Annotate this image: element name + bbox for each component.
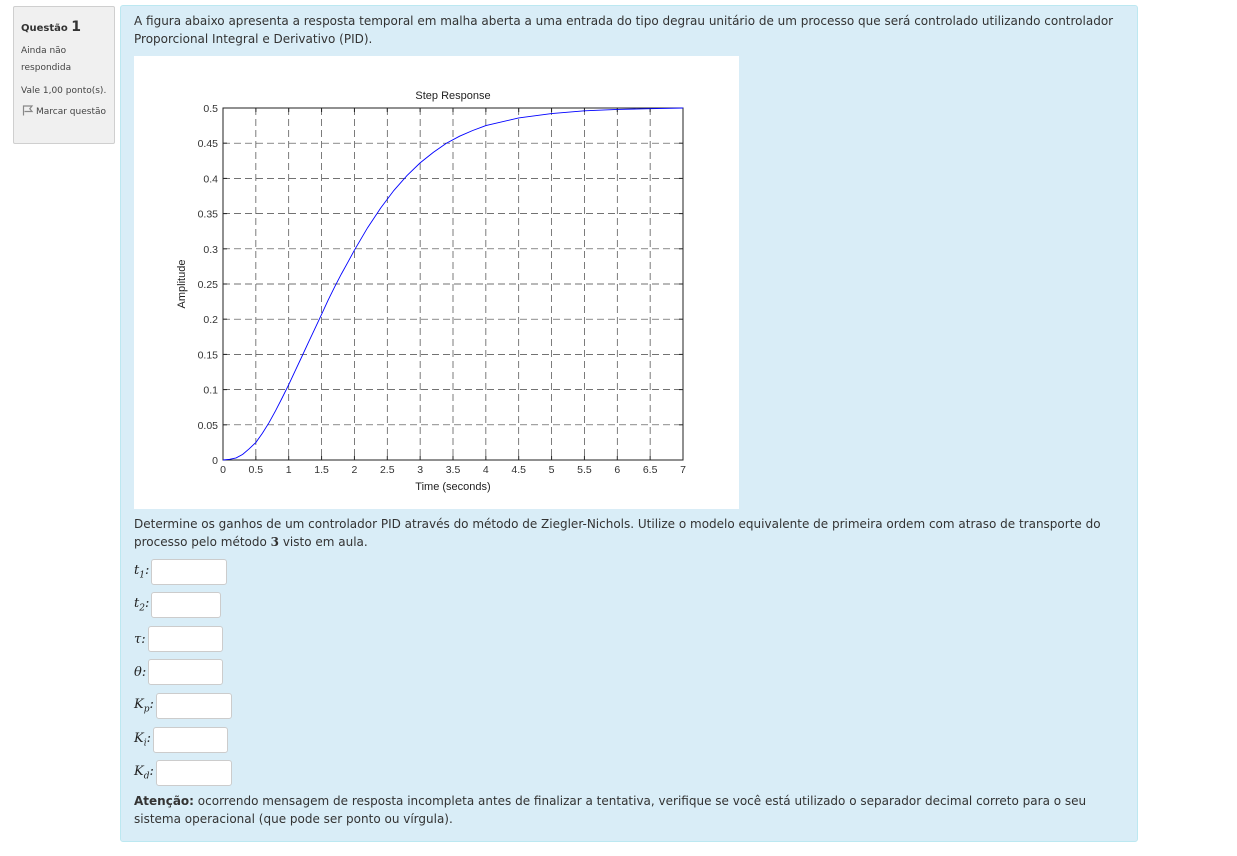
x-tick-label: 4 <box>483 464 489 476</box>
x-tick-label: 4.5 <box>511 464 526 476</box>
y-tick-label: 0.15 <box>198 349 219 361</box>
x-tick-label: 2.5 <box>380 464 395 476</box>
instruction-tail: visto em aula. <box>279 535 368 549</box>
field-label-t1: t1: <box>134 563 150 581</box>
x-tick-label: 5 <box>549 464 555 476</box>
y-tick-label: 0.2 <box>203 314 218 326</box>
x-tick-label: 2 <box>352 464 358 476</box>
field-label-kp: Kp: <box>134 697 154 715</box>
tau-input[interactable] <box>147 626 223 652</box>
y-tick-label: 0.3 <box>203 244 218 256</box>
y-tick-label: 0.1 <box>203 385 218 397</box>
question-grade: Vale 1,00 ponto(s). <box>21 85 107 96</box>
question-number: Questão 1 <box>21 14 107 41</box>
field-row-t1: t1: <box>134 558 228 586</box>
kd-input[interactable] <box>155 760 232 786</box>
flag-question-label: Marcar questão <box>36 106 107 117</box>
field-label-theta: θ: <box>134 664 147 680</box>
ki-input[interactable] <box>153 727 228 753</box>
field-label-t2: t2: <box>134 596 150 614</box>
x-tick-label: 1.5 <box>314 464 329 476</box>
field-row-kp: Kp: <box>134 692 232 720</box>
field-row-ki: Ki: <box>134 726 228 754</box>
y-tick-label: 0.05 <box>198 420 219 432</box>
x-tick-label: 1 <box>286 464 292 476</box>
x-tick-label: 6 <box>614 464 620 476</box>
question-info-panel: Questão 1 Ainda não respondida Vale 1,00… <box>13 6 115 144</box>
y-tick-label: 0 <box>212 455 218 467</box>
x-tick-label: 0 <box>220 464 226 476</box>
x-tick-label: 7 <box>680 464 686 476</box>
field-label-kd: Kd: <box>134 764 154 782</box>
field-label-tau: τ: <box>134 631 146 647</box>
question-content: A figura abaixo apresenta a resposta tem… <box>120 5 1138 842</box>
x-tick-label: 5.5 <box>577 464 592 476</box>
chart-title: Step Response <box>415 90 490 102</box>
y-tick-label: 0.25 <box>198 279 219 291</box>
instruction-text: Determine os ganhos de um controlador PI… <box>134 517 1101 549</box>
method-number: 3 <box>270 535 280 549</box>
field-row-t2: t2: <box>134 591 222 619</box>
attention-note: Atenção: ocorrendo mensagem de resposta … <box>134 792 1114 828</box>
question-label: Questão <box>21 23 68 34</box>
field-row-theta: θ: <box>134 658 224 686</box>
flag-icon <box>22 105 34 116</box>
attention-label: Atenção: <box>134 794 194 808</box>
question-instruction: Determine os ganhos de um controlador PI… <box>134 515 1114 551</box>
t1-input[interactable] <box>151 559 228 585</box>
y-tick-label: 0.4 <box>203 173 218 185</box>
field-label-ki: Ki: <box>134 731 151 749</box>
t2-input[interactable] <box>151 592 222 618</box>
question-state: Ainda não respondida <box>21 45 72 74</box>
flag-question-button[interactable]: Marcar questão <box>21 104 107 122</box>
y-tick-label: 0.35 <box>198 209 219 221</box>
step-response-figure: 0 0.5 1 1.5 2 2.5 3 3.5 4 4.5 5 5.5 6 6.5 7 0 0.05 0.1 0.1… <box>134 56 739 509</box>
x-tick-label: 3 <box>417 464 423 476</box>
question-intro: A figura abaixo apresenta a resposta tem… <box>134 14 1114 46</box>
field-row-tau: τ: <box>134 625 223 653</box>
y-axis-label: Amplitude <box>176 260 188 309</box>
field-row-kd: Kd: <box>134 759 232 787</box>
x-axis-label: Time (seconds) <box>415 481 490 493</box>
x-tick-label: 6.5 <box>643 464 658 476</box>
attention-text: ocorrendo mensagem de resposta incomplet… <box>134 794 1087 826</box>
step-response-chart: 0 0.5 1 1.5 2 2.5 3 3.5 4 4.5 5 5.5 6 6.5 7 0 0.05 0.1 0.1… <box>176 90 686 493</box>
y-tick-label: 0.45 <box>198 138 219 150</box>
question-number-value: 1 <box>71 19 81 35</box>
kp-input[interactable] <box>155 693 232 719</box>
theta-input[interactable] <box>148 659 224 685</box>
x-tick-label: 3.5 <box>446 464 461 476</box>
x-tick-label: 0.5 <box>249 464 264 476</box>
y-tick-label: 0.5 <box>203 103 218 115</box>
step-response-line <box>222 107 684 461</box>
